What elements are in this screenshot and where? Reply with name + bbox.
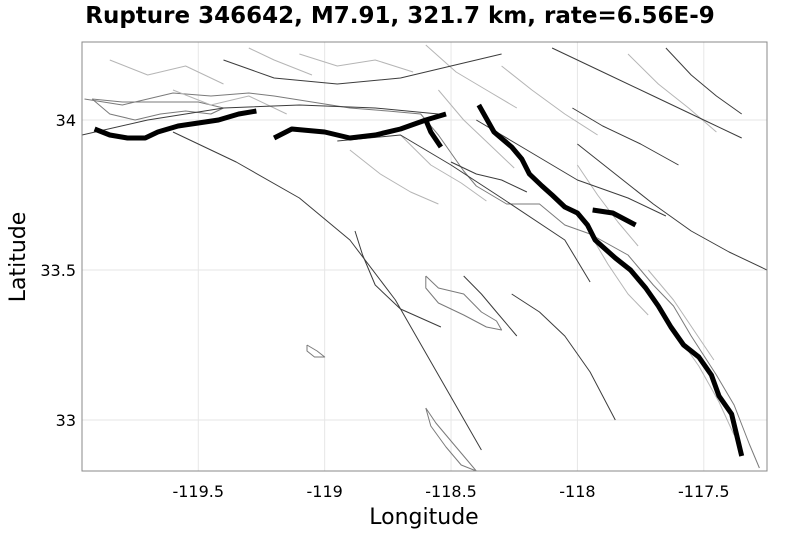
fault-cross-trace-a [572,107,679,166]
y-tick-label-33-5: 33.5 [40,261,76,280]
rupture-section-3 [423,119,443,149]
subsection-grid-1 [109,59,224,85]
coastlines [84,92,760,471]
fault-nf-trace [337,134,591,283]
y-tick-label-33: 33 [56,411,76,430]
fault-pv-trace [172,131,482,451]
subsection-grid-14 [248,47,313,76]
fault-offshore-trace-a [354,230,442,328]
rupture-trace [93,103,745,457]
rupture-section-4 [476,103,745,457]
subsection-grid-3 [299,53,414,73]
rupture-section-2 [272,111,447,141]
rupture-section-5 [592,207,637,228]
coastline-san-clemente [425,407,477,471]
x-tick-label-119-5: -119.5 [172,482,224,501]
subsection-grid-5 [400,134,487,202]
fault-offshore-trace-b [511,293,616,421]
fault-cross-trace-b [450,161,528,193]
subsection-grid-2 [172,89,287,115]
fault-nw-trace [223,53,502,85]
subsection-grid-7 [501,65,598,136]
subsection-grid-10 [647,269,715,361]
chart-title: Rupture 346642, M7.91, 321.7 km, rate=6.… [85,3,715,29]
subsection-grid-9 [589,233,649,316]
subsection-grid-6 [438,89,515,169]
coastline-santa-barbara [306,344,326,358]
plot-frame [81,41,768,472]
subsection-grid-13 [425,44,518,109]
subsection-grid-4 [349,149,439,205]
fault-inland-trace-b [476,119,667,217]
coastline-catalina [425,275,503,331]
x-tick-label-117-5: -117.5 [678,482,730,501]
x-tick-labels: -119.5 -119 -118.5 -118 -117.5 [172,482,729,501]
x-axis-label: Longitude [369,505,478,530]
x-tick-label-118: -118 [559,482,595,501]
x-tick-label-118-5: -118.5 [425,482,477,501]
fault-ne-trace [551,47,742,139]
y-tick-labels: 34 33.5 33 [40,111,76,430]
x-tick-label-119: -119 [307,482,343,501]
rupture-section-1 [93,108,257,141]
y-axis-label: Latitude [6,212,31,303]
subsection-grid-12 [627,53,717,133]
fault-inland-trace-a [463,275,518,337]
coastline-mainland [84,92,760,469]
fault-elsinore-trace [577,143,767,271]
y-tick-label-34: 34 [56,111,76,130]
coastline-channel-islands [91,98,224,121]
subsection-grid-8 [576,164,639,247]
fault-channel-trace [82,104,439,136]
fault-far-east-trace [665,47,742,115]
regional-faults [82,47,767,451]
